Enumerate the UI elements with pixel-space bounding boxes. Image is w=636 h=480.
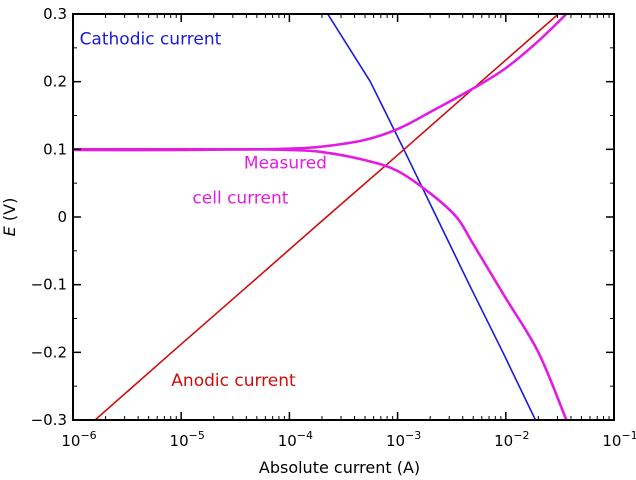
y-axis-unit: (V) — [0, 198, 19, 227]
measured-cell-current-label-line1: Measured — [244, 153, 327, 173]
x-tick-base: 10 — [61, 432, 80, 450]
series-line-2 — [94, 14, 568, 420]
plot-frame — [72, 13, 615, 421]
y-tick-label: −0.3 — [31, 411, 67, 429]
annotation-layer: Cathodic current Measured cell current A… — [80, 29, 327, 391]
x-tick-exponent: −5 — [189, 429, 205, 442]
series-line-3 — [73, 147, 568, 420]
series-line-4 — [73, 14, 568, 152]
x-tick-base: 10 — [170, 432, 189, 450]
x-tick-label: 10−1 — [602, 429, 636, 450]
x-tick-label: 10−4 — [278, 429, 313, 450]
x-tick-exponent: −4 — [297, 429, 313, 442]
y-tick-label: 0.3 — [43, 5, 67, 23]
x-tick-base: 10 — [494, 432, 513, 450]
x-axis-label: Absolute current (A) — [259, 458, 420, 477]
series-line-1 — [326, 14, 568, 420]
y-tick-label: 0.1 — [43, 140, 67, 158]
x-tick-base: 10 — [278, 432, 297, 450]
x-tick-exponent: −1 — [621, 429, 636, 442]
y-tick-label: 0.2 — [43, 73, 67, 91]
x-tick-label: 10−3 — [386, 429, 421, 450]
x-tick-label: 10−2 — [494, 429, 529, 450]
y-tick-label: −0.2 — [31, 343, 67, 361]
x-tick-base: 10 — [386, 432, 405, 450]
measured-cell-current-label-line2: cell current — [192, 188, 288, 208]
series-layer — [73, 14, 568, 420]
anodic-current-label: Anodic current — [171, 371, 296, 391]
ticks-layer: 10−6 10−5 10−4 10−3 10−2 10−10.30.20.10−0.1−0… — [31, 5, 636, 450]
y-axis-label: E (V) — [0, 198, 19, 237]
y-tick-label: 0 — [57, 208, 67, 226]
y-tick-label: −0.1 — [31, 276, 67, 294]
x-tick-exponent: −3 — [405, 429, 421, 442]
x-tick-label: 10−5 — [170, 429, 205, 450]
x-tick-label: 10−6 — [61, 429, 96, 450]
x-tick-exponent: −6 — [80, 429, 96, 442]
x-tick-base: 10 — [602, 432, 621, 450]
cathodic-current-label: Cathodic current — [80, 29, 222, 49]
x-tick-exponent: −2 — [513, 429, 529, 442]
y-axis-variable: E — [0, 225, 19, 236]
